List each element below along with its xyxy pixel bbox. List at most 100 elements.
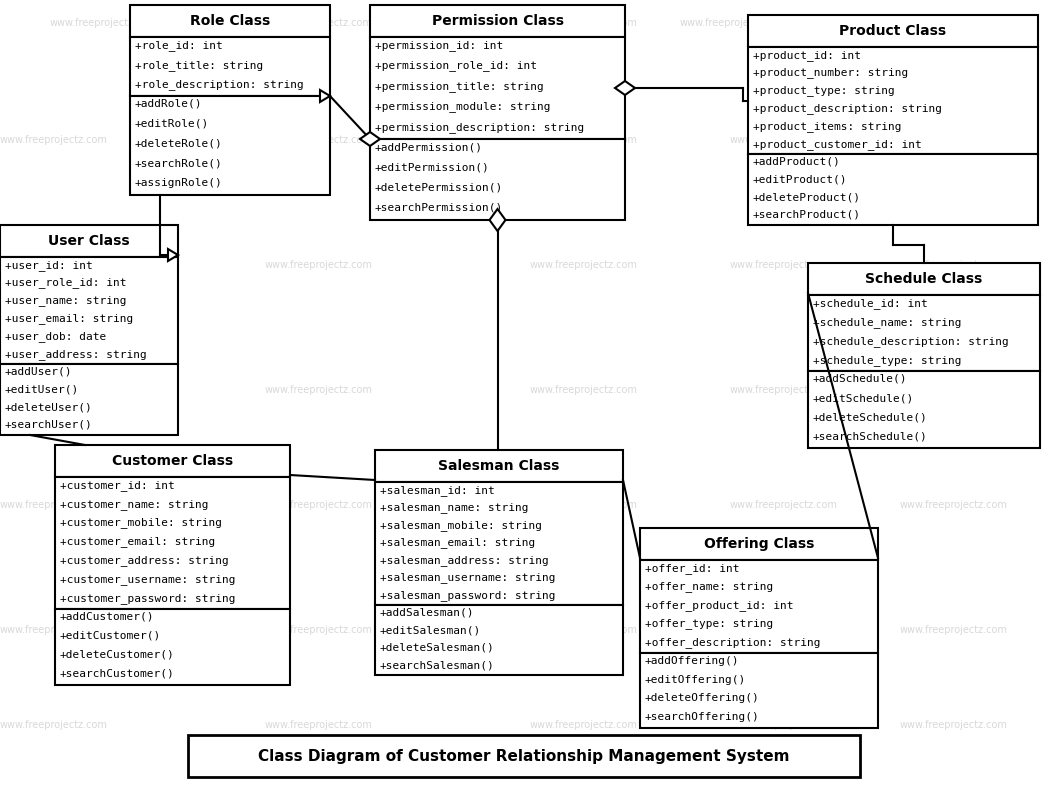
Text: www.freeprojectz.com: www.freeprojectz.com [0,135,108,145]
Text: +editUser(): +editUser() [5,384,80,394]
Text: +searchUser(): +searchUser() [5,420,92,430]
Text: www.freeprojectz.com: www.freeprojectz.com [0,260,108,270]
Text: +editRole(): +editRole() [135,119,209,129]
Bar [374,605,623,675]
Text: Schedule Class: Schedule Class [865,272,983,286]
Text: www.freeprojectz.com: www.freeprojectz.com [900,720,1008,730]
Text: +offer_id: int: +offer_id: int [645,563,740,573]
Text: +deleteProduct(): +deleteProduct() [753,192,861,202]
Text: +editProduct(): +editProduct() [753,174,848,185]
Bar [374,450,623,482]
Text: +product_items: string: +product_items: string [753,121,901,132]
Bar [640,528,878,560]
Text: +product_description: string: +product_description: string [753,103,942,114]
Text: www.freeprojectz.com: www.freeprojectz.com [530,720,638,730]
Text: +addSchedule(): +addSchedule() [813,374,907,384]
Bar [55,609,290,685]
Text: +schedule_type: string: +schedule_type: string [813,355,962,366]
Text: +searchPermission(): +searchPermission() [374,203,504,213]
Text: +offer_name: string: +offer_name: string [645,581,773,592]
Text: www.freeprojectz.com: www.freeprojectz.com [50,18,158,28]
Text: +addRole(): +addRole() [135,99,202,109]
Text: +user_address: string: +user_address: string [5,348,147,360]
Text: +assignRole(): +assignRole() [135,178,222,188]
Text: +searchCustomer(): +searchCustomer() [60,669,175,679]
Text: Customer Class: Customer Class [112,454,233,468]
Text: +product_customer_id: int: +product_customer_id: int [753,139,922,150]
Text: +searchSchedule(): +searchSchedule() [813,432,927,442]
Bar [130,96,330,195]
Text: Permission Class: Permission Class [431,14,563,28]
Polygon shape [615,81,635,95]
Text: +addPermission(): +addPermission() [374,142,483,152]
Text: +addProduct(): +addProduct() [753,157,840,166]
Text: +editSchedule(): +editSchedule() [813,393,915,403]
Text: www.freeprojectz.com: www.freeprojectz.com [680,18,788,28]
Text: +salesman_password: string: +salesman_password: string [380,590,556,601]
Text: +salesman_name: string: +salesman_name: string [380,502,529,513]
Text: +editCustomer(): +editCustomer() [60,631,162,641]
Text: Product Class: Product Class [839,24,946,38]
Text: +permission_module: string: +permission_module: string [374,101,551,112]
Text: +searchOffering(): +searchOffering() [645,712,759,722]
Text: +deletePermission(): +deletePermission() [374,182,504,192]
Text: www.freeprojectz.com: www.freeprojectz.com [530,260,638,270]
Bar [748,15,1039,47]
Text: www.freeprojectz.com: www.freeprojectz.com [265,500,372,510]
Bar [130,5,330,37]
Text: +addUser(): +addUser() [5,367,72,377]
Text: www.freeprojectz.com: www.freeprojectz.com [265,385,372,395]
Text: Salesman Class: Salesman Class [438,459,560,473]
Text: +customer_id: int: +customer_id: int [60,480,175,491]
Text: www.freeprojectz.com: www.freeprojectz.com [0,720,108,730]
Text: +role_description: string: +role_description: string [135,79,304,90]
Text: www.freeprojectz.com: www.freeprojectz.com [730,720,838,730]
Text: www.freeprojectz.com: www.freeprojectz.com [900,18,1008,28]
Text: www.freeprojectz.com: www.freeprojectz.com [530,625,638,635]
Text: +schedule_id: int: +schedule_id: int [813,298,927,309]
Bar [55,477,290,609]
Text: +schedule_description: string: +schedule_description: string [813,336,1009,347]
Text: www.freeprojectz.com: www.freeprojectz.com [730,135,838,145]
Text: www.freeprojectz.com: www.freeprojectz.com [265,18,372,28]
Text: +customer_username: string: +customer_username: string [60,574,235,585]
Text: +addSalesman(): +addSalesman() [380,607,474,618]
Bar [130,37,330,96]
Bar [370,37,625,139]
Text: +user_id: int: +user_id: int [5,260,92,271]
Text: +permission_role_id: int: +permission_role_id: int [374,60,537,71]
Bar [0,257,178,364]
Text: www.freeprojectz.com: www.freeprojectz.com [530,500,638,510]
Text: +role_id: int: +role_id: int [135,40,222,51]
Text: www.freeprojectz.com: www.freeprojectz.com [530,18,638,28]
Text: www.freeprojectz.com: www.freeprojectz.com [265,720,372,730]
Text: +schedule_name: string: +schedule_name: string [813,317,962,328]
Bar [370,5,625,37]
Bar [55,445,290,477]
Text: +searchSalesman(): +searchSalesman() [380,660,495,670]
Bar [0,225,178,257]
Text: +salesman_username: string: +salesman_username: string [380,573,556,584]
Bar [374,482,623,605]
Polygon shape [320,90,330,102]
Text: +user_dob: date: +user_dob: date [5,331,106,342]
Text: +product_type: string: +product_type: string [753,86,895,97]
Text: +user_name: string: +user_name: string [5,295,127,307]
Text: www.freeprojectz.com: www.freeprojectz.com [730,385,838,395]
Text: +user_email: string: +user_email: string [5,313,133,324]
Text: +salesman_address: string: +salesman_address: string [380,555,549,565]
Text: +product_id: int: +product_id: int [753,50,861,60]
Text: +editSalesman(): +editSalesman() [380,625,481,635]
Text: +searchProduct(): +searchProduct() [753,210,861,220]
Bar [188,735,860,777]
Text: +customer_password: string: +customer_password: string [60,593,235,604]
Text: +salesman_id: int: +salesman_id: int [380,485,495,496]
Bar [808,295,1040,371]
Bar [640,560,878,653]
Text: Offering Class: Offering Class [704,537,814,551]
Text: +customer_mobile: string: +customer_mobile: string [60,517,222,528]
Text: +permission_title: string: +permission_title: string [374,81,543,92]
Text: +deleteSchedule(): +deleteSchedule() [813,413,927,422]
Text: +offer_type: string: +offer_type: string [645,619,773,630]
Text: www.freeprojectz.com: www.freeprojectz.com [0,385,108,395]
